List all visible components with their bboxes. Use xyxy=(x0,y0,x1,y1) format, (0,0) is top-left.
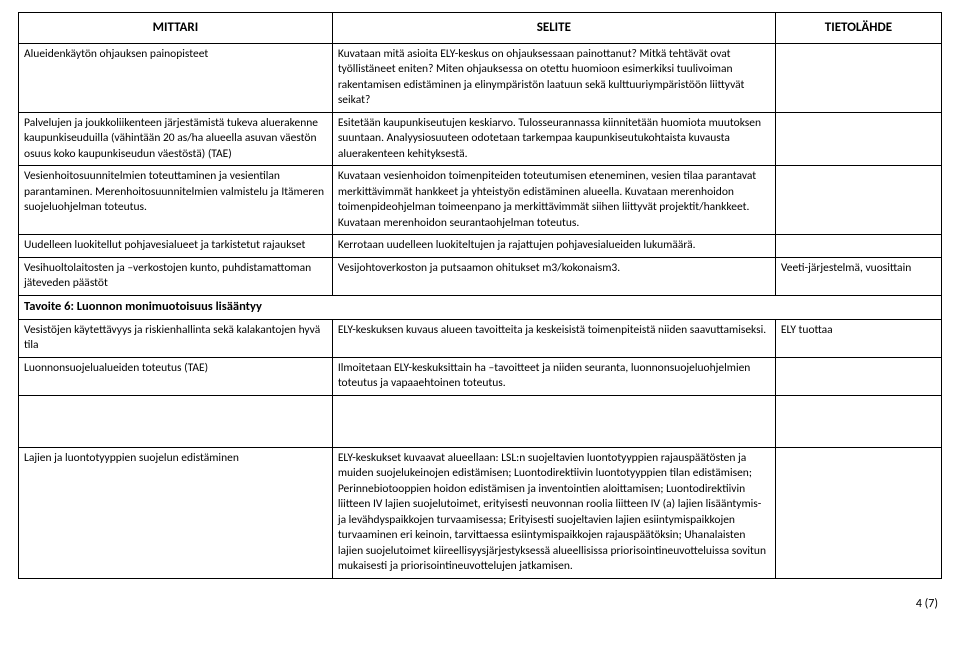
table-row: Uudelleen luokitellut pohjavesialueet ja… xyxy=(19,235,942,258)
indicator-table: MITTARI SELITE TIETOLÄHDE Alueidenkäytön… xyxy=(18,12,942,579)
table-row-empty xyxy=(19,395,942,447)
cell-selite: Kuvataan mitä asioita ELY-keskus on ohja… xyxy=(332,43,775,112)
col-selite: SELITE xyxy=(332,13,775,44)
table-row: Vesistöjen käytettävyys ja riskienhallin… xyxy=(19,319,942,357)
cell-lahde xyxy=(775,447,941,578)
section-row: Tavoite 6: Luonnon monimuotoisuus lisään… xyxy=(19,295,942,319)
cell-mittari: Vesihuoltolaitosten ja –verkostojen kunt… xyxy=(19,257,333,295)
cell-mittari: Alueidenkäytön ohjauksen painopisteet xyxy=(19,43,333,112)
cell-lahde xyxy=(775,235,941,258)
cell-empty xyxy=(775,395,941,447)
col-tietolahde: TIETOLÄHDE xyxy=(775,13,941,44)
cell-mittari: Luonnonsuojelualueiden toteutus (TAE) xyxy=(19,357,333,395)
cell-selite: Kuvataan vesienhoidon toimenpiteiden tot… xyxy=(332,166,775,235)
cell-lahde xyxy=(775,43,941,112)
cell-mittari: Uudelleen luokitellut pohjavesialueet ja… xyxy=(19,235,333,258)
page-number: 4 (7) xyxy=(18,597,942,611)
cell-selite: Kerrotaan uudelleen luokiteltujen ja raj… xyxy=(332,235,775,258)
cell-mittari: Palvelujen ja joukkoliikenteen järjestäm… xyxy=(19,112,333,166)
table-row: Alueidenkäytön ohjauksen painopisteet Ku… xyxy=(19,43,942,112)
table-row: Lajien ja luontotyyppien suojelun edistä… xyxy=(19,447,942,578)
table-row: Vesienhoitosuunnitelmien toteuttaminen j… xyxy=(19,166,942,235)
cell-selite: ELY-keskuksen kuvaus alueen tavoitteita … xyxy=(332,319,775,357)
cell-selite: Esitetään kaupunkiseutujen keskiarvo. Tu… xyxy=(332,112,775,166)
cell-lahde xyxy=(775,112,941,166)
col-mittari: MITTARI xyxy=(19,13,333,44)
table-row: Palvelujen ja joukkoliikenteen järjestäm… xyxy=(19,112,942,166)
cell-empty xyxy=(19,395,333,447)
table-row: Vesihuoltolaitosten ja –verkostojen kunt… xyxy=(19,257,942,295)
cell-lahde xyxy=(775,357,941,395)
table-header-row: MITTARI SELITE TIETOLÄHDE xyxy=(19,13,942,44)
cell-lahde xyxy=(775,166,941,235)
table-row: Luonnonsuojelualueiden toteutus (TAE) Il… xyxy=(19,357,942,395)
cell-selite: Ilmoitetaan ELY-keskuksittain ha –tavoit… xyxy=(332,357,775,395)
cell-mittari: Vesienhoitosuunnitelmien toteuttaminen j… xyxy=(19,166,333,235)
cell-selite: Vesijohtoverkoston ja putsaamon ohitukse… xyxy=(332,257,775,295)
cell-lahde: ELY tuottaa xyxy=(775,319,941,357)
cell-mittari: Vesistöjen käytettävyys ja riskienhallin… xyxy=(19,319,333,357)
section-title: Tavoite 6: Luonnon monimuotoisuus lisään… xyxy=(19,295,942,319)
cell-empty xyxy=(332,395,775,447)
cell-mittari: Lajien ja luontotyyppien suojelun edistä… xyxy=(19,447,333,578)
cell-selite: ELY-keskukset kuvaavat alueellaan: LSL:n… xyxy=(332,447,775,578)
cell-lahde: Veeti-järjestelmä, vuosittain xyxy=(775,257,941,295)
